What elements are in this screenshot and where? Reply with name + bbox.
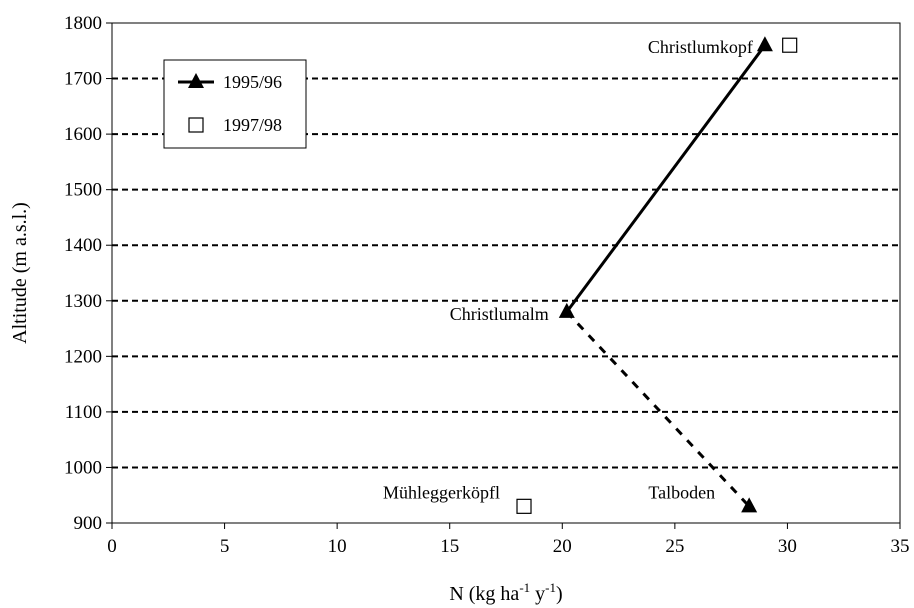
annotation-label-0: Christlumkopf: [648, 37, 753, 57]
plot-area-border: [111, 22, 901, 524]
y-tick-label-1700: 1700: [64, 69, 102, 90]
x-tick-label-30: 30: [778, 536, 797, 557]
annotation-label-1: Christlumalm: [450, 304, 549, 324]
x-tick-label-5: 5: [220, 536, 230, 557]
legend-marker-triangle: [188, 73, 204, 88]
y-tick-label-900: 900: [74, 513, 103, 534]
legend-label-1997-98: 1997/98: [223, 115, 282, 135]
series-lines: [565, 44, 767, 508]
y-axis-title: Altitude (m a.s.l.): [9, 202, 31, 344]
y-tick-label-1200: 1200: [64, 346, 102, 367]
point-1995-96-1: [558, 302, 575, 318]
annotations: Christlumkopf Christlumalm Mühleggerköpfl T…: [383, 37, 753, 502]
series-1995-96-segment-0: [565, 44, 767, 313]
y-tick-label-1300: 1300: [64, 291, 102, 312]
y-tick-label-1500: 1500: [64, 180, 102, 201]
y-tick-label-1400: 1400: [64, 235, 102, 256]
legend-box: [163, 59, 307, 149]
point-1995-96-0: [756, 36, 773, 52]
annotation-label-2: Mühleggerköpfl: [383, 482, 500, 502]
annotation-label-3: Talboden: [648, 482, 715, 502]
x-tick-label-20: 20: [553, 536, 572, 557]
y-tick-label-1600: 1600: [64, 124, 102, 145]
y-tick-label-1000: 1000: [64, 457, 102, 478]
x-tick-label-10: 10: [328, 536, 347, 557]
series-1995-96-segment-1: [565, 310, 751, 508]
x-axis-title: N (kg ha-1 y-1): [449, 580, 562, 605]
x-tick-label-0: 0: [107, 536, 117, 557]
y-tick-label-1100: 1100: [65, 402, 102, 423]
x-tick-label-35: 35: [891, 536, 910, 557]
legend: 1995/96 1997/98: [163, 59, 307, 149]
point-1995-96-2: [741, 497, 758, 513]
x-axis-ticks: 0 5 10 15 20 25 30 35: [107, 523, 910, 557]
legend-label-1995-96: 1995/96: [223, 72, 282, 92]
legend-marker-square: [188, 117, 204, 133]
point-1997-98-0: [782, 37, 798, 53]
series-markers: [516, 36, 798, 514]
x-tick-label-15: 15: [440, 536, 459, 557]
y-axis-ticks: 900 1000 1100 1200 1300 1400 1500 1600 1700 1800: [64, 13, 112, 534]
point-1997-98-1: [516, 498, 532, 514]
y-tick-label-1800: 1800: [64, 13, 102, 34]
x-tick-label-25: 25: [665, 536, 684, 557]
